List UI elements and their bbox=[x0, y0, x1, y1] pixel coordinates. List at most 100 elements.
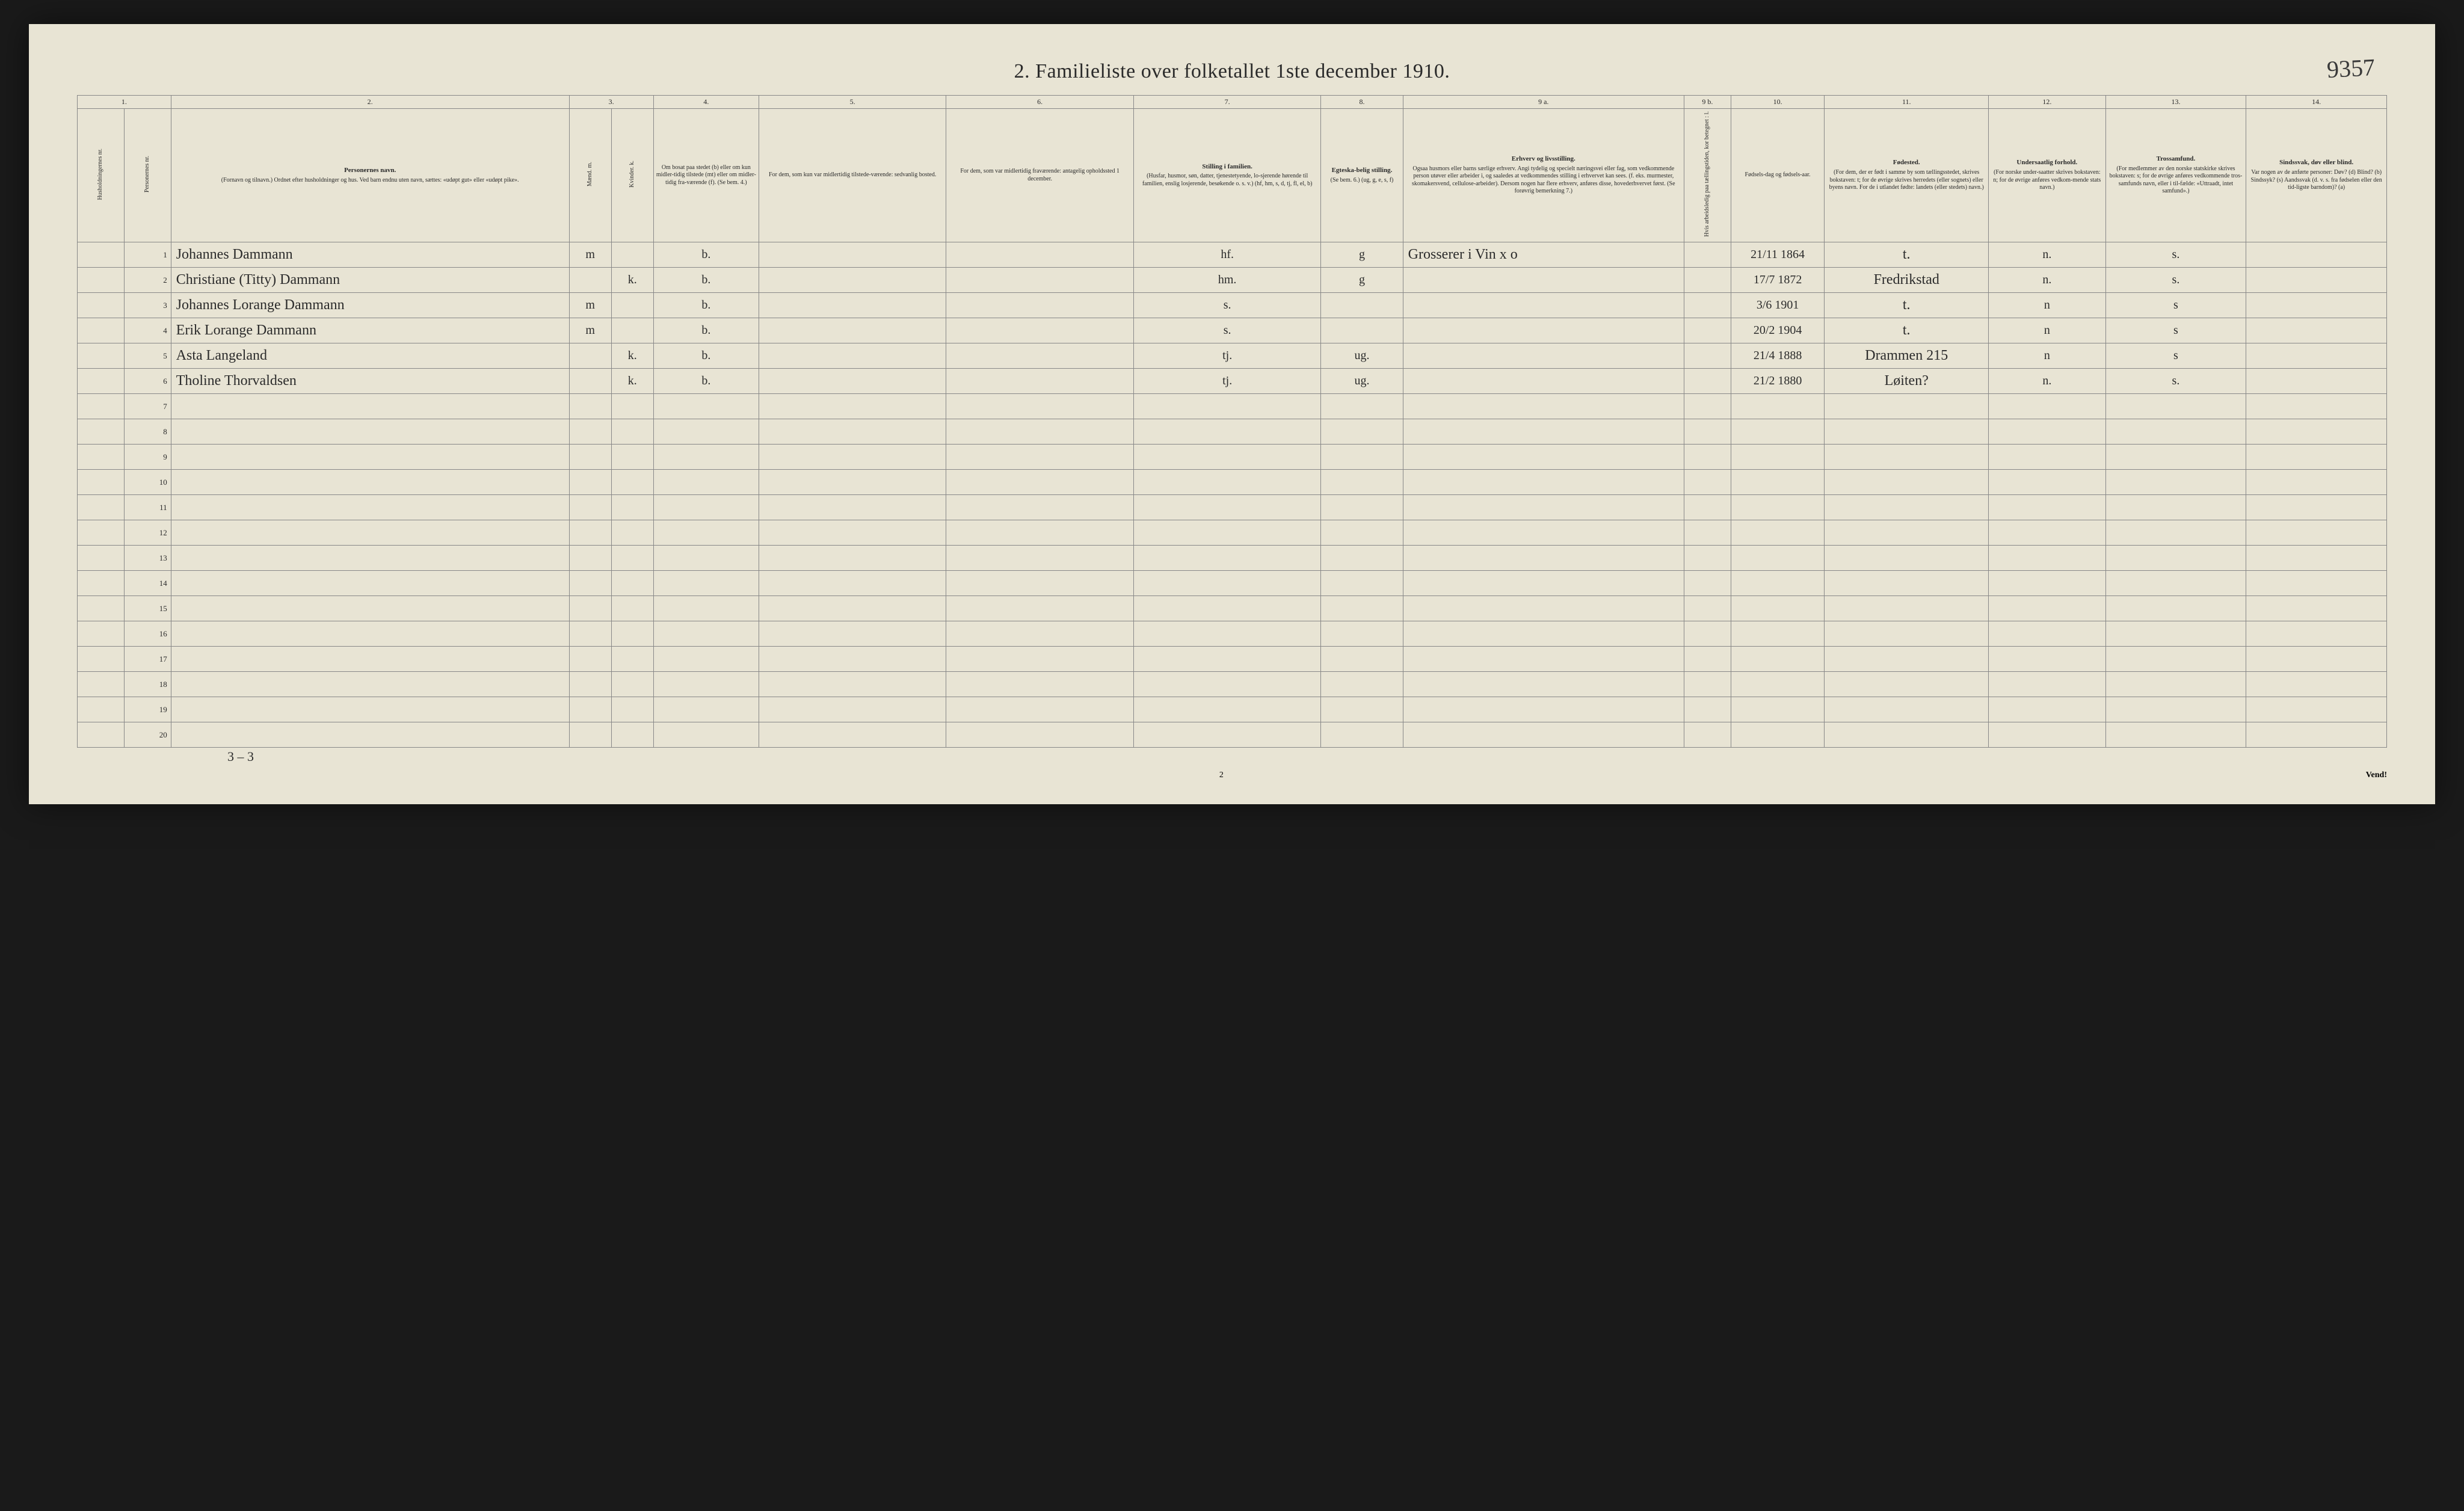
empty-body: 7891011121314151617181920 bbox=[78, 394, 2387, 748]
marital-cell bbox=[1321, 293, 1403, 318]
household-nr-cell bbox=[78, 394, 125, 419]
empty-cell bbox=[1133, 697, 1320, 722]
empty-cell bbox=[1731, 445, 1825, 470]
empty-cell bbox=[653, 495, 759, 520]
table-row: 4Erik Lorange Dammannmb.s.20/2 1904t.ns bbox=[78, 318, 2387, 343]
birthdate-cell: 3/6 1901 bbox=[1731, 293, 1825, 318]
residence-cell: b. bbox=[653, 343, 759, 369]
nationality-cell: n bbox=[1989, 318, 2106, 343]
sex-m-cell bbox=[569, 268, 611, 293]
family-pos-cell: hm. bbox=[1133, 268, 1320, 293]
table-row: 7 bbox=[78, 394, 2387, 419]
title-row: 2. Familieliste over folketallet 1ste de… bbox=[77, 60, 2387, 83]
empty-cell bbox=[946, 596, 1133, 621]
person-nr-cell: 2 bbox=[124, 268, 171, 293]
empty-cell bbox=[1731, 520, 1825, 546]
household-nr-cell bbox=[78, 268, 125, 293]
name-cell: Johannes Dammann bbox=[171, 242, 569, 268]
unemployed-cell bbox=[1684, 343, 1731, 369]
birthplace-cell: Fredrikstad bbox=[1825, 268, 1989, 293]
temp-absent-cell bbox=[946, 293, 1133, 318]
empty-cell bbox=[611, 546, 653, 571]
empty-cell bbox=[1403, 647, 1684, 672]
sex-k-cell: k. bbox=[611, 369, 653, 394]
empty-cell bbox=[946, 647, 1133, 672]
empty-cell bbox=[759, 495, 946, 520]
empty-cell bbox=[611, 470, 653, 495]
marital-cell: g bbox=[1321, 242, 1403, 268]
empty-cell bbox=[611, 520, 653, 546]
empty-cell bbox=[2105, 419, 2246, 445]
empty-cell bbox=[946, 722, 1133, 748]
household-nr-cell bbox=[78, 647, 125, 672]
empty-cell bbox=[2246, 647, 2387, 672]
header-sex-m: Mænd. m. bbox=[569, 109, 611, 242]
empty-cell bbox=[1403, 571, 1684, 596]
empty-cell bbox=[2105, 596, 2246, 621]
empty-cell bbox=[171, 445, 569, 470]
empty-cell bbox=[1133, 672, 1320, 697]
empty-cell bbox=[1731, 672, 1825, 697]
table-row: 18 bbox=[78, 672, 2387, 697]
person-nr-cell: 8 bbox=[124, 419, 171, 445]
empty-cell bbox=[2105, 445, 2246, 470]
header-birthplace: Fødested. (For dem, der er født i samme … bbox=[1825, 109, 1989, 242]
empty-cell bbox=[1321, 419, 1403, 445]
empty-cell bbox=[1321, 697, 1403, 722]
empty-cell bbox=[171, 495, 569, 520]
temp-absent-cell bbox=[946, 242, 1133, 268]
occupation-cell bbox=[1403, 318, 1684, 343]
empty-cell bbox=[569, 419, 611, 445]
empty-cell bbox=[1989, 621, 2106, 647]
empty-cell bbox=[759, 621, 946, 647]
nationality-cell: n. bbox=[1989, 369, 2106, 394]
empty-cell bbox=[569, 470, 611, 495]
header-unemployed: Hvis arbeidsledig paa tællingstiden, kor… bbox=[1684, 109, 1731, 242]
empty-cell bbox=[569, 621, 611, 647]
colnum-14: 14. bbox=[2246, 96, 2387, 109]
empty-cell bbox=[1403, 495, 1684, 520]
occupation-cell bbox=[1403, 268, 1684, 293]
handwritten-page-number: 9357 bbox=[2326, 53, 2376, 84]
empty-cell bbox=[2246, 470, 2387, 495]
disability-cell bbox=[2246, 293, 2387, 318]
table-row: 10 bbox=[78, 470, 2387, 495]
temp-present-cell bbox=[759, 268, 946, 293]
empty-cell bbox=[1989, 470, 2106, 495]
empty-cell bbox=[1403, 697, 1684, 722]
empty-cell bbox=[1133, 495, 1320, 520]
empty-cell bbox=[1989, 722, 2106, 748]
empty-cell bbox=[1825, 697, 1989, 722]
empty-cell bbox=[2246, 520, 2387, 546]
empty-cell bbox=[1731, 571, 1825, 596]
sex-m-cell bbox=[569, 369, 611, 394]
household-nr-cell bbox=[78, 495, 125, 520]
person-nr-cell: 9 bbox=[124, 445, 171, 470]
empty-cell bbox=[1321, 470, 1403, 495]
empty-cell bbox=[1133, 647, 1320, 672]
birthdate-cell: 17/7 1872 bbox=[1731, 268, 1825, 293]
birthplace-cell: t. bbox=[1825, 242, 1989, 268]
empty-cell bbox=[1403, 621, 1684, 647]
empty-cell bbox=[1403, 672, 1684, 697]
table-row: 12 bbox=[78, 520, 2387, 546]
table-row: 8 bbox=[78, 419, 2387, 445]
empty-cell bbox=[171, 596, 569, 621]
sex-m-cell: m bbox=[569, 318, 611, 343]
empty-cell bbox=[759, 394, 946, 419]
empty-cell bbox=[1321, 495, 1403, 520]
empty-cell bbox=[569, 697, 611, 722]
person-nr-cell: 15 bbox=[124, 596, 171, 621]
empty-cell bbox=[171, 672, 569, 697]
empty-cell bbox=[946, 470, 1133, 495]
birthdate-cell: 21/11 1864 bbox=[1731, 242, 1825, 268]
empty-cell bbox=[2246, 546, 2387, 571]
header-marital: Egteska-belig stilling. (Se bem. 6.) (ug… bbox=[1321, 109, 1403, 242]
empty-cell bbox=[653, 647, 759, 672]
empty-cell bbox=[653, 697, 759, 722]
colnum-4: 4. bbox=[653, 96, 759, 109]
person-nr-cell: 13 bbox=[124, 546, 171, 571]
empty-cell bbox=[759, 470, 946, 495]
empty-cell bbox=[1321, 445, 1403, 470]
family-pos-cell: tj. bbox=[1133, 369, 1320, 394]
